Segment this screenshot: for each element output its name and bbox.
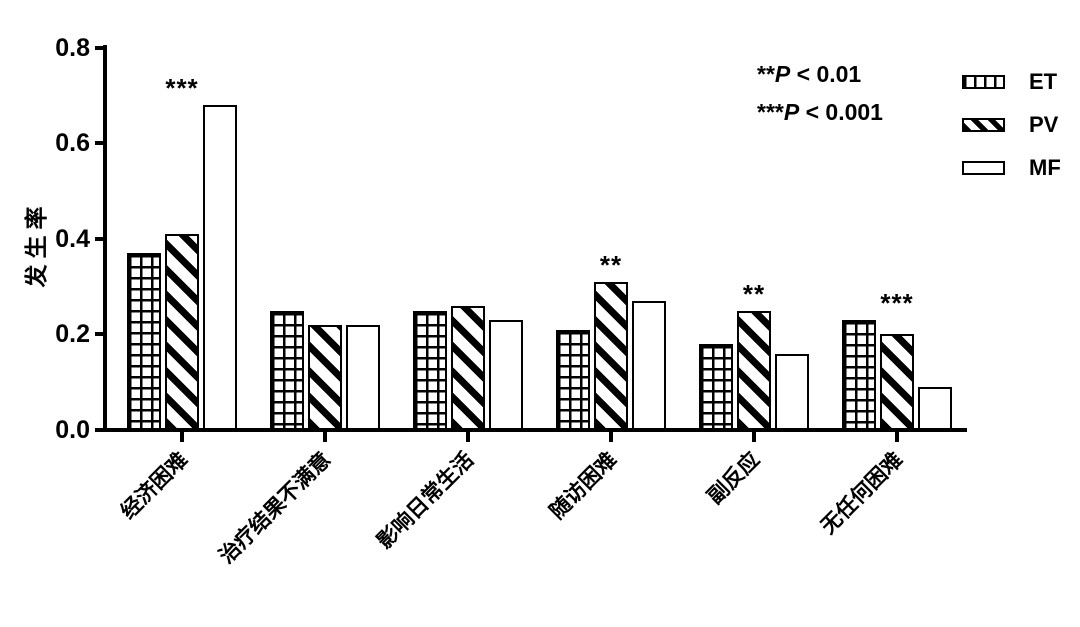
y-axis-tick [95, 141, 103, 146]
bar-pv-3 [594, 281, 628, 430]
legend-swatch-stripe-pattern [962, 118, 1005, 132]
bar-et-0 [127, 253, 161, 430]
bar-pv-2 [451, 305, 485, 430]
p-note-threshold: < 0.001 [799, 99, 883, 125]
x-axis-tick [895, 430, 899, 442]
y-tick-label: 0.6 [55, 129, 90, 158]
p-symbol: P [774, 61, 791, 87]
bar-et-1 [270, 310, 304, 430]
p-note-stars: *** [757, 99, 784, 125]
bar-mf-1 [346, 324, 380, 430]
legend-swatch-grid-pattern [962, 75, 1005, 89]
y-axis-tick [95, 332, 103, 337]
bar-pv-5 [880, 334, 914, 430]
p-note-line-1: **P < 0.01 [757, 55, 883, 93]
y-axis-tick [95, 45, 103, 50]
y-tick-label: 0.2 [55, 320, 90, 349]
legend-entry-et: ET [962, 71, 1057, 93]
bar-et-5 [842, 320, 876, 430]
p-note-threshold: < 0.01 [790, 61, 862, 87]
x-category-label-3: 随访困难 [545, 448, 622, 524]
p-note-line-2: ***P < 0.001 [757, 93, 883, 131]
x-axis-tick [752, 430, 756, 442]
y-axis-line [103, 45, 107, 432]
x-axis-tick [466, 430, 470, 442]
bar-et-3 [556, 329, 590, 430]
bar-mf-5 [918, 386, 952, 430]
bar-pv-1 [308, 324, 342, 430]
bar-et-2 [413, 310, 447, 430]
x-category-label-1: 治疗结果不满意 [215, 448, 336, 569]
bar-et-4 [699, 343, 733, 430]
y-tick-label: 0.4 [55, 224, 90, 253]
bar-mf-2 [489, 320, 523, 430]
x-category-label-5: 无任何困难 [816, 448, 908, 539]
p-symbol: P [783, 99, 800, 125]
legend-label-et: ET [1029, 69, 1058, 94]
legend-entry-pv: PV [962, 114, 1058, 136]
significance-marker: *** [165, 72, 199, 103]
significance-marker: ** [599, 249, 623, 280]
significance-marker: *** [880, 288, 914, 319]
x-axis-line [95, 428, 967, 432]
x-axis-tick [323, 430, 327, 442]
bar-mf-4 [775, 353, 809, 430]
y-tick-label: 0.0 [55, 416, 90, 444]
p-note-stars: ** [757, 61, 775, 87]
legend-label-pv: PV [1029, 112, 1059, 137]
legend-entry-mf: MF [962, 157, 1061, 179]
bar-mf-3 [632, 300, 666, 430]
x-category-label-2: 影响日常生活 [372, 448, 479, 554]
legend-label-mf: MF [1029, 155, 1061, 180]
legend-swatch-plain-pattern [962, 161, 1005, 175]
bar-pv-0 [165, 234, 199, 430]
bar-pv-4 [737, 310, 771, 430]
bar-mf-0 [203, 104, 237, 430]
x-category-label-4: 副反应 [703, 448, 765, 509]
p-value-note: **P < 0.01 ***P < 0.001 [757, 55, 883, 131]
x-axis-tick [180, 430, 184, 442]
x-category-label-0: 经济困难 [116, 448, 193, 524]
x-axis-tick [609, 430, 613, 442]
y-axis-tick [95, 236, 103, 241]
y-tick-label: 0.8 [55, 33, 90, 62]
significance-marker: ** [742, 278, 766, 309]
